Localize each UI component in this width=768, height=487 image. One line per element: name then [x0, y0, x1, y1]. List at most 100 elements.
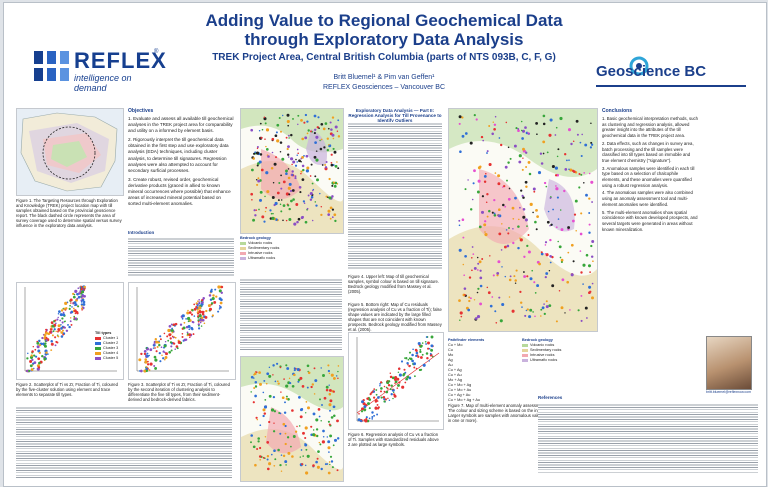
plot-point — [76, 293, 79, 296]
plot-point — [69, 304, 71, 307]
objectives-list: 1. Evaluate and assess all available til… — [128, 116, 234, 210]
plot-point — [561, 278, 565, 282]
plot-point — [331, 133, 335, 137]
plot-point — [377, 396, 380, 399]
plot-point — [320, 419, 322, 422]
plot-point — [331, 116, 335, 119]
plot-point — [284, 460, 288, 464]
plot-point — [285, 192, 289, 196]
plot-point — [193, 315, 196, 317]
figure-3-scatterplot — [128, 282, 236, 380]
plot-point — [26, 357, 29, 360]
plot-point — [265, 206, 267, 209]
geoscience-bc-text: Geoscience BC — [596, 63, 707, 80]
plot-point — [464, 254, 467, 258]
plot-point — [299, 191, 302, 194]
plot-point — [334, 164, 338, 168]
plot-point — [320, 367, 322, 369]
plot-point — [286, 147, 289, 151]
geoscience-bc-logo: Geoscience BC — [596, 55, 746, 87]
plot-point — [529, 277, 533, 281]
plot-point — [265, 171, 269, 175]
plot-point — [272, 364, 275, 367]
plot-point — [197, 312, 200, 315]
plot-point — [579, 232, 583, 236]
plot-point — [300, 449, 303, 451]
eda-section-title: Exploratory Data Analysis — Part II: Reg… — [348, 108, 442, 123]
plot-point — [319, 443, 322, 446]
plot-point — [31, 350, 34, 353]
plot-point — [555, 320, 558, 323]
plot-point — [301, 178, 305, 181]
plot-point — [304, 426, 308, 430]
plot-point — [285, 397, 288, 400]
plot-point — [319, 147, 323, 151]
plot-point — [523, 255, 526, 258]
plot-point — [519, 238, 523, 242]
plot-point — [287, 397, 290, 401]
plot-point — [312, 412, 316, 416]
plot-point — [583, 182, 585, 184]
plot-point — [493, 123, 497, 127]
legend-label: Sedimentary rocks — [530, 348, 562, 352]
plot-point — [327, 364, 330, 367]
plot-point — [589, 146, 593, 149]
plot-point — [481, 258, 484, 260]
plot-point — [36, 341, 40, 345]
plot-point — [200, 316, 204, 320]
plot-point — [474, 317, 478, 320]
plot-point — [197, 316, 200, 319]
plot-point — [463, 274, 466, 277]
introduction-heading: Introduction — [128, 230, 155, 235]
plot-point — [255, 416, 258, 419]
plot-point — [503, 184, 506, 188]
plot-point — [198, 314, 202, 318]
plot-point — [473, 299, 476, 301]
plot-point — [312, 464, 315, 467]
plot-point — [63, 320, 66, 323]
plot-point — [526, 225, 528, 227]
plot-point — [524, 126, 527, 129]
legend-ultramafic: Ultramafic rocks — [240, 256, 342, 261]
plot-point — [560, 306, 564, 310]
plot-point — [326, 148, 329, 152]
plot-point — [460, 315, 463, 318]
plot-point — [556, 155, 559, 158]
plot-point — [325, 195, 328, 198]
plot-point — [512, 241, 515, 245]
plot-point — [315, 204, 318, 207]
plot-point — [252, 157, 255, 160]
plot-point — [473, 169, 476, 173]
plot-point — [264, 436, 267, 438]
plot-point — [328, 392, 332, 396]
plot-point — [35, 355, 38, 358]
plot-point — [83, 286, 86, 288]
plot-point — [488, 124, 491, 128]
plot-point — [540, 251, 543, 254]
plot-point — [471, 198, 474, 201]
plot-point — [575, 119, 579, 123]
plot-point — [287, 145, 290, 148]
plot-point — [585, 193, 588, 197]
plot-point — [459, 319, 461, 322]
plot-point — [255, 178, 258, 181]
plot-point — [518, 160, 522, 164]
plot-point — [263, 220, 266, 223]
legend-volcanic: Volcanic rocks — [522, 343, 596, 348]
plot-point — [37, 366, 41, 369]
plot-point — [252, 401, 255, 404]
plot-point — [158, 340, 160, 342]
plot-point — [265, 145, 267, 148]
plot-point — [275, 156, 277, 159]
plot-point — [316, 457, 319, 460]
plot-point — [366, 397, 369, 400]
objective-item-2: 2. Rigorously interpret the till geochem… — [128, 137, 229, 173]
plot-point — [525, 185, 528, 188]
plot-point — [312, 189, 314, 192]
plot-point — [310, 433, 313, 437]
plot-point — [463, 287, 467, 290]
plot-point — [476, 256, 479, 259]
plot-point — [559, 209, 562, 211]
reflex-logo-icon — [32, 51, 72, 81]
plot-point — [208, 294, 212, 297]
